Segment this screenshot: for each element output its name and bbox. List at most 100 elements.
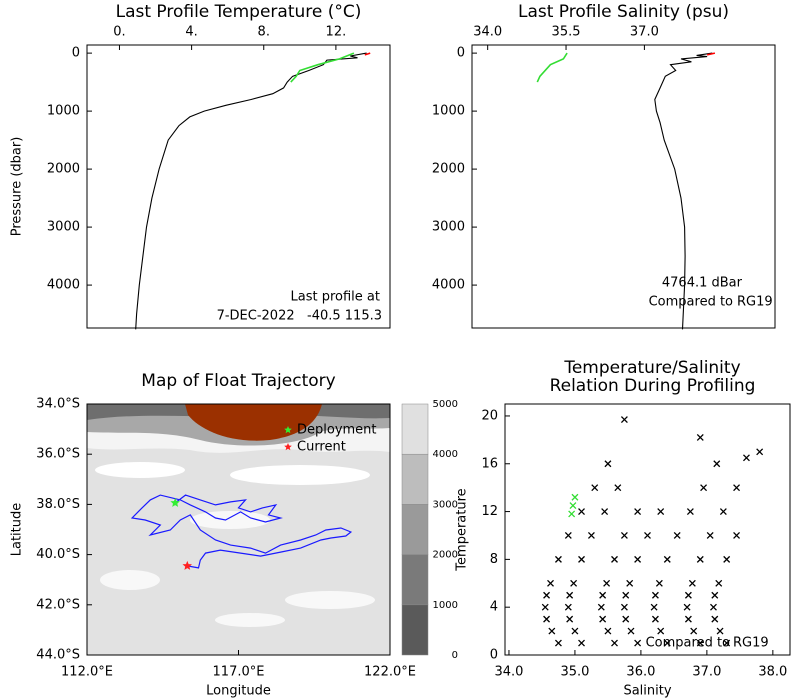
colorbar-tick-label: 1000	[433, 600, 458, 611]
scatter-point	[684, 615, 692, 623]
profile-line	[135, 52, 367, 330]
y-tick-label: 1000	[47, 104, 80, 119]
scatter-point	[620, 416, 628, 423]
scatter-point	[622, 591, 630, 599]
legend-label: Current	[297, 440, 346, 455]
scatter-point	[554, 555, 562, 563]
plot-frame	[504, 403, 791, 656]
scatter-point	[578, 508, 585, 516]
profile-line	[290, 52, 355, 83]
scatter-point	[611, 639, 618, 647]
colorbar-tick-label: 3000	[433, 499, 458, 510]
annotation: 4764.1 dBar	[662, 276, 743, 291]
scatter-point	[696, 434, 704, 441]
x-tick-label: 35.5	[552, 25, 581, 40]
position-marker	[182, 560, 192, 570]
scatter-point	[690, 627, 698, 635]
x-axis-label: Salinity	[623, 684, 671, 699]
annotation: Compared to	[646, 636, 730, 651]
annotation: Compared to	[649, 295, 733, 310]
colorbar-segment	[401, 604, 429, 656]
x-tick-label: 34.0	[494, 665, 523, 680]
colorbar-tick-label: 0	[452, 650, 458, 661]
scatter-point	[651, 615, 659, 623]
scatter-point	[711, 615, 719, 623]
y-tick-label: 0	[72, 46, 80, 61]
scatter-point	[566, 591, 574, 599]
shoal	[230, 465, 370, 485]
chart-title: Relation During Profiling	[550, 376, 756, 396]
scatter-point	[742, 454, 750, 462]
y-tick-label: 0	[457, 46, 465, 61]
map-background	[87, 404, 390, 655]
x-tick-label: 112.0°E	[61, 665, 113, 680]
x-tick-label: 35.0	[560, 665, 589, 680]
scatter-point	[564, 603, 572, 611]
colorbar-segment	[401, 504, 429, 555]
colorbar-tick-label: 5000	[433, 399, 458, 410]
position-marker	[170, 497, 180, 507]
colorbar-tick-label: 2000	[433, 550, 458, 561]
x-tick-label: 8.	[258, 25, 270, 40]
scatter-point	[706, 532, 714, 539]
annotation: RG19	[733, 636, 769, 651]
y-tick-label: 44.0°S	[36, 648, 80, 663]
scatter-point	[634, 508, 642, 516]
scatter-point	[541, 603, 549, 611]
x-tick-label: 12.	[326, 25, 347, 40]
scatter-point	[663, 639, 671, 647]
scatter-point	[591, 484, 599, 492]
x-tick-label: 34.0	[473, 25, 502, 40]
scatter-point	[688, 579, 696, 587]
chart-title: Map of Float Trajectory	[141, 371, 335, 391]
scatter-point	[599, 615, 607, 623]
scatter-point	[604, 627, 612, 635]
y-tick-label: 38.0°S	[36, 497, 80, 512]
shoal	[215, 613, 285, 627]
scatter-point	[620, 532, 628, 539]
profile-line	[654, 52, 713, 330]
y-tick-label: 2000	[47, 162, 80, 177]
scatter-point	[622, 615, 630, 623]
scatter-point	[719, 508, 727, 516]
annotation: RG19	[737, 295, 773, 310]
legend-marker	[284, 426, 292, 434]
scatter-point	[603, 579, 611, 587]
x-tick-label: 117.0°E	[213, 665, 265, 680]
y-tick-label: 4000	[47, 278, 80, 293]
y-tick-label: 42.0°S	[36, 597, 80, 612]
x-tick-label: 122.0°E	[364, 665, 416, 680]
y-tick-label: 36.0°S	[36, 447, 80, 462]
scatter-point	[547, 579, 554, 587]
y-tick-label: 4000	[432, 278, 465, 293]
y-axis-label: Temperature	[455, 488, 470, 571]
scatter-point	[696, 555, 704, 563]
colorbar-segment	[401, 403, 429, 455]
y-tick-label: 16	[481, 456, 498, 471]
profile-line	[536, 52, 568, 83]
scatter-point	[548, 627, 556, 635]
y-tick-label: 12	[481, 504, 498, 519]
shoal	[285, 591, 375, 609]
scatter-point	[696, 639, 704, 647]
colorbar-segment	[401, 453, 429, 505]
scatter-point	[601, 508, 609, 516]
profile-line	[364, 52, 371, 56]
scatter-point	[683, 603, 691, 611]
y-tick-label: 8	[490, 552, 498, 567]
y-tick-label: 0	[490, 648, 498, 663]
x-tick-label: 36.0	[626, 665, 655, 680]
chart-title: Temperature/Salinity	[563, 358, 740, 378]
chart-title: Last Profile Salinity (psu)	[518, 2, 729, 22]
x-tick-label: 37.0	[692, 665, 721, 680]
y-tick-label: 3000	[47, 220, 80, 235]
y-tick-label: 34.0°S	[36, 397, 80, 412]
scatter-point	[597, 603, 605, 611]
scatter-point	[686, 508, 694, 516]
y-tick-label: 20	[481, 408, 498, 423]
scatter-point	[723, 639, 731, 647]
scatter-point	[684, 591, 692, 599]
scatter-point	[715, 579, 723, 587]
legend-marker	[284, 443, 292, 451]
scatter-point	[571, 493, 579, 501]
